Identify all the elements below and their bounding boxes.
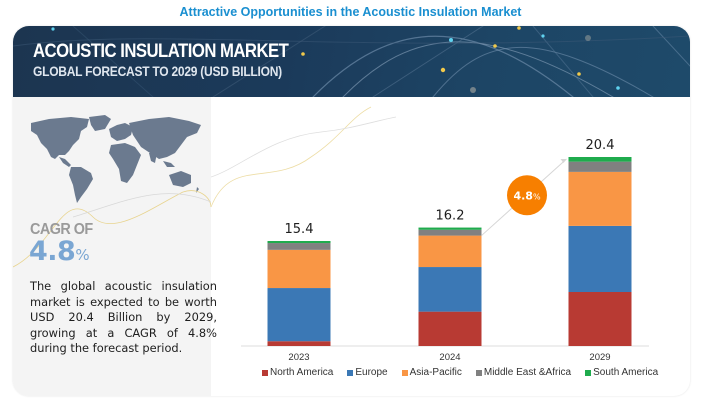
total-label-2024: 16.2	[436, 209, 465, 224]
legend-swatch-icon	[347, 369, 354, 376]
bar-segment-europe-2029	[568, 225, 632, 292]
cagr-unit: %	[75, 246, 90, 264]
bar-segment-middle-east-africa-2023	[267, 243, 331, 250]
cagr-number: 4.8	[29, 236, 76, 267]
cagr-badge-label: 4.8%	[513, 189, 541, 202]
bar-segment-south-america-2029	[568, 157, 632, 162]
bar-2023	[267, 241, 331, 346]
bar-segment-middle-east-africa-2029	[568, 161, 632, 172]
decorative-curve-lines	[211, 106, 397, 208]
chart-legend: North America Europe Asia-Pacific Middle Ea…	[262, 367, 658, 378]
legend-label: South America	[593, 367, 659, 378]
page-title: Attractive Opportunities in the Acoustic…	[179, 5, 522, 19]
bar-segment-north-america-2029	[568, 292, 632, 346]
legend-label: Asia-Pacific	[409, 367, 462, 378]
bar-segment-middle-east-africa-2024	[418, 229, 482, 236]
cagr-arrow-head-icon	[560, 159, 567, 163]
decorative-curve-lines	[13, 190, 211, 268]
bar-segment-asia-pacific-2029	[568, 171, 632, 226]
legend-item-south-america: South America	[585, 367, 658, 378]
x-tick-label-2024: 2024	[439, 352, 460, 363]
legend-label: Europe	[355, 367, 388, 378]
banner: ACOUSTIC INSULATION MARKET GLOBAL FORECA…	[13, 26, 690, 97]
bar-segment-europe-2024	[418, 267, 482, 312]
bar-segment-north-america-2024	[418, 311, 482, 346]
chart-area: 15.4 2023 16.2 2024 20.4 2029 4.8% North Amer…	[211, 97, 690, 396]
total-label-2023: 15.4	[285, 222, 314, 237]
legend-label: Middle East &Africa	[483, 367, 572, 378]
stacked-bar-chart: 15.4 2023 16.2 2024 20.4 2029 4.8%	[211, 106, 649, 363]
world-map-icon	[31, 115, 201, 203]
bar-segment-south-america-2023	[267, 241, 331, 244]
banner-subtitle: GLOBAL FORECAST TO 2029 (USD BILLION)	[33, 63, 282, 79]
legend-swatch-icon	[262, 369, 268, 376]
banner-light-streaks-decoration	[13, 26, 690, 97]
legend-swatch-icon	[401, 369, 408, 376]
bar-segment-europe-2023	[267, 288, 331, 342]
legend-item-asia-pacific: Asia-Pacific	[401, 367, 462, 378]
bar-2029	[568, 157, 632, 346]
cagr-label: CAGR OF	[30, 221, 93, 238]
legend-swatch-icon	[585, 369, 592, 376]
bar-segment-south-america-2024	[418, 227, 482, 230]
x-tick-label-2029: 2029	[589, 352, 610, 363]
cagr-badge	[507, 175, 547, 216]
x-tick-label-2023: 2023	[288, 352, 309, 363]
bar-segment-north-america-2023	[267, 341, 331, 346]
legend-item-middle-east-africa: Middle East &Africa	[475, 367, 572, 378]
market-description: The global acoustic insulation market is…	[30, 279, 217, 355]
legend-item-europe: Europe	[347, 367, 388, 378]
summary-panel: CAGR OF 4.8% The global acoustic insulat…	[13, 97, 217, 396]
legend-swatch-icon	[475, 369, 482, 376]
total-label-2029: 20.4	[586, 138, 615, 153]
banner-title: ACOUSTIC INSULATION MARKET	[33, 41, 289, 62]
legend-item-north-america: North America	[262, 367, 333, 378]
cagr-value: 4.8%	[29, 236, 90, 267]
bar-segment-asia-pacific-2024	[418, 235, 482, 268]
infographic-card: ACOUSTIC INSULATION MARKET GLOBAL FORECA…	[13, 26, 690, 396]
bar-segment-asia-pacific-2023	[267, 249, 331, 289]
legend-label: North America	[270, 367, 334, 378]
bar-2024	[418, 227, 482, 346]
